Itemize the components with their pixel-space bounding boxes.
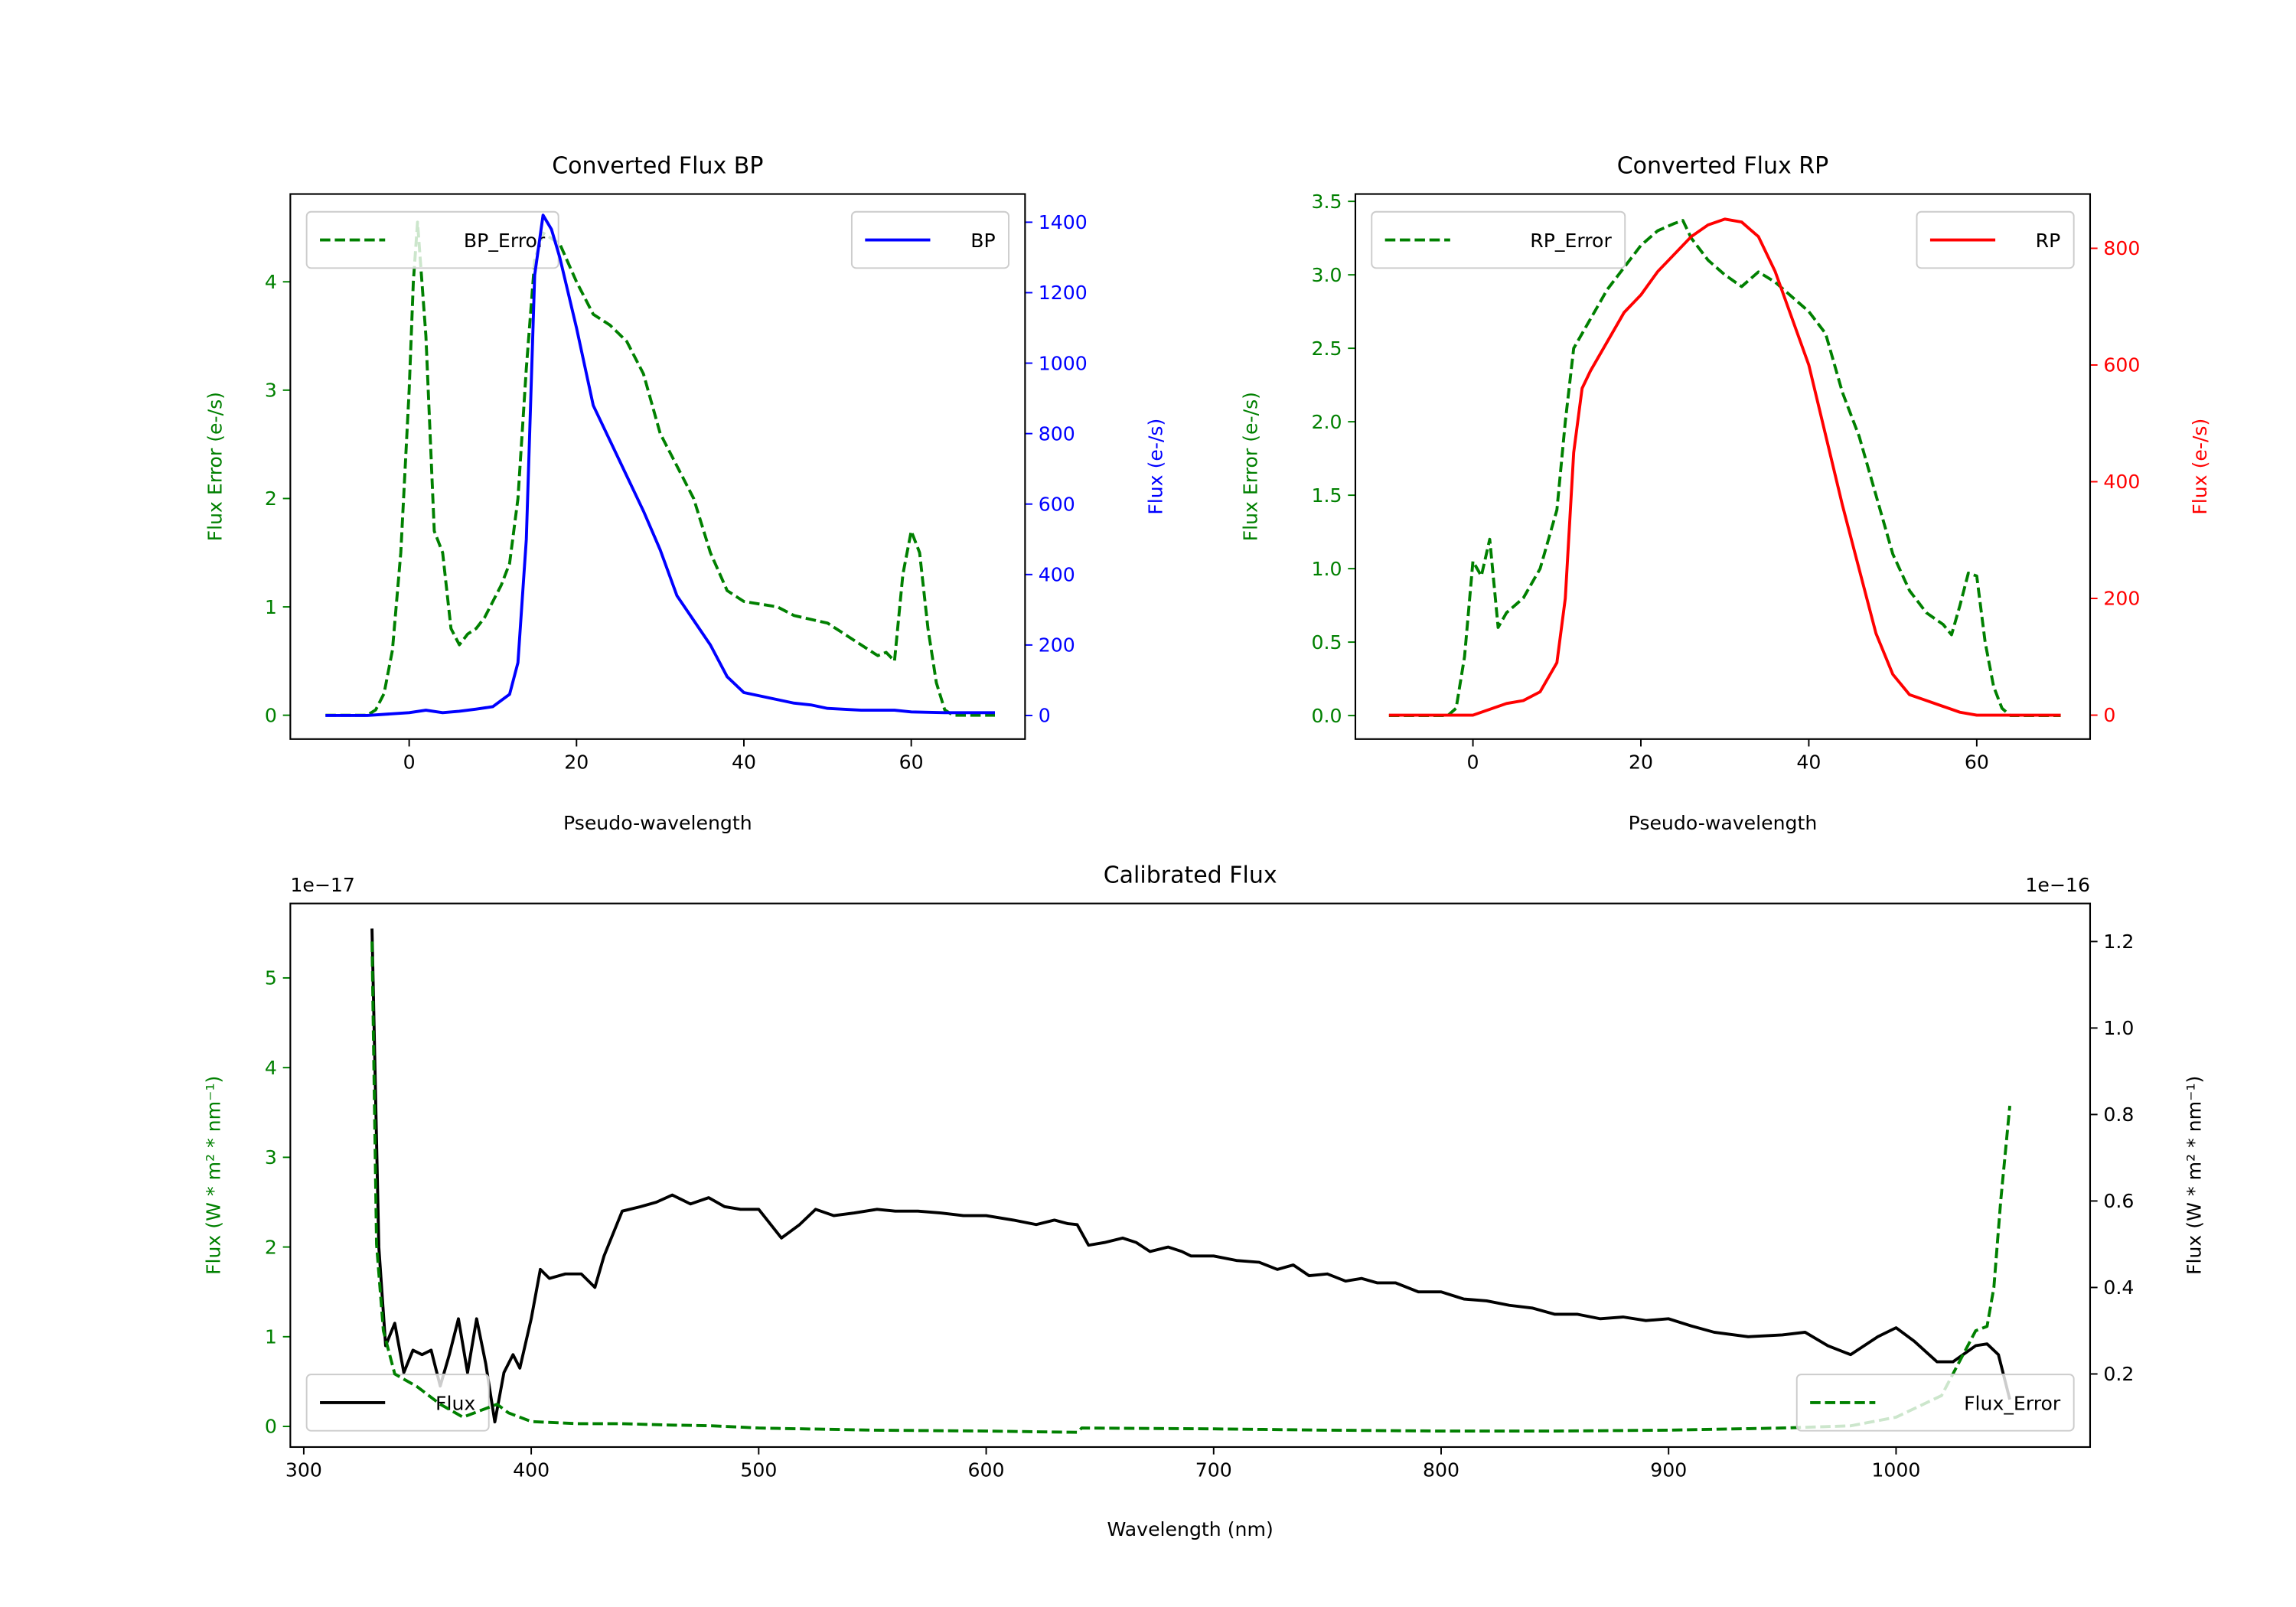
left-y-tick-label: 2 xyxy=(265,487,277,510)
left-offset-text: 1e−17 xyxy=(290,874,355,896)
legend-bp-error: BP_Error xyxy=(305,210,559,269)
legend-flux: Flux xyxy=(305,1374,490,1432)
legend-box xyxy=(305,210,559,269)
x-tick-label: 20 xyxy=(564,751,589,774)
right-y-tick-label: 1200 xyxy=(1039,282,1088,304)
left-y-tick-label: 2.0 xyxy=(1312,411,1342,433)
right-y-tick-label: 200 xyxy=(2103,588,2140,610)
series-line-flux xyxy=(370,928,2011,1424)
chart-title: Calibrated Flux xyxy=(1104,862,1277,889)
x-axis-label: Pseudo-wavelength xyxy=(563,812,752,834)
left-y-tick-label: 1 xyxy=(265,596,277,618)
x-tick-label: 600 xyxy=(968,1459,1005,1482)
left-y-tick-label: 3.0 xyxy=(1312,264,1342,286)
right-y-tick-label: 600 xyxy=(1039,493,1075,515)
x-tick-label: 500 xyxy=(740,1459,777,1482)
x-tick-label: 400 xyxy=(513,1459,550,1482)
right-y-axis-label: Flux (W * m² * nm⁻¹) xyxy=(2183,1076,2205,1275)
chart-3: Calibrated Flux Wavelength (nm) Flux (W * … xyxy=(203,862,2206,1541)
plot-frame xyxy=(289,193,1026,740)
right-y-tick-label: 0 xyxy=(2103,704,2115,726)
series-line-bp xyxy=(325,214,995,717)
x-tick-label: 300 xyxy=(285,1459,322,1482)
right-y-tick-label: 400 xyxy=(1039,564,1075,586)
left-y-tick-label: 4 xyxy=(265,271,277,293)
right-y-tick-label: 400 xyxy=(2103,471,2140,493)
x-axis-label: Pseudo-wavelength xyxy=(1629,812,1818,834)
left-y-tick-label: 2.5 xyxy=(1312,337,1342,360)
right-y-tick-label: 1000 xyxy=(1039,352,1088,374)
right-y-tick-label: 800 xyxy=(1039,422,1075,445)
x-tick-label: 900 xyxy=(1650,1459,1687,1482)
left-y-tick-label: 0.5 xyxy=(1312,631,1342,654)
right-y-tick-label: 0.8 xyxy=(2103,1103,2134,1126)
x-tick-label: 800 xyxy=(1423,1459,1459,1482)
right-y-tick-label: 1.2 xyxy=(2103,931,2134,953)
x-tick-label: 60 xyxy=(899,751,924,774)
left-y-tick-label: 1.5 xyxy=(1312,484,1342,507)
x-tick-label: 1000 xyxy=(1871,1459,1920,1482)
legend-rp: RP xyxy=(1916,210,2075,269)
legend-label: BP xyxy=(970,230,995,252)
left-y-tick-label: 1 xyxy=(265,1326,277,1348)
series-line-rp-error xyxy=(1388,219,2061,718)
chart-2: Converted Flux RP Pseudo-wavelength Flux E… xyxy=(1239,152,2211,833)
x-tick-label: 700 xyxy=(1195,1459,1232,1482)
right-y-tick-label: 200 xyxy=(1039,634,1075,657)
left-y-axis-label: Flux Error (e-/s) xyxy=(1239,392,1261,541)
plot-frame xyxy=(289,902,2092,1449)
left-y-tick-label: 3 xyxy=(265,380,277,402)
legend-label: BP_Error xyxy=(464,230,546,252)
legend-bp: BP xyxy=(850,210,1010,269)
left-y-axis-label: Flux (W * m² * nm⁻¹) xyxy=(203,1076,225,1275)
chart-1: Converted Flux BP Pseudo-wavelength Flux E… xyxy=(204,152,1167,833)
x-tick-label: 40 xyxy=(732,751,756,774)
x-tick-label: 60 xyxy=(1965,751,1989,774)
x-axis-label: Wavelength (nm) xyxy=(1107,1518,1274,1540)
legend-rp-error: RP_Error xyxy=(1371,210,1626,269)
plot-frame xyxy=(1354,193,2092,740)
left-y-axis-label: Flux Error (e-/s) xyxy=(204,392,227,541)
right-y-axis-label: Flux (e-/s) xyxy=(1145,419,1167,515)
right-offset-text: 1e−16 xyxy=(2025,874,2090,896)
left-y-tick-label: 0 xyxy=(265,704,277,726)
x-tick-label: 40 xyxy=(1796,751,1821,774)
right-y-tick-label: 1.0 xyxy=(2103,1017,2134,1039)
right-y-tick-label: 0 xyxy=(1039,705,1051,727)
right-y-tick-label: 0.2 xyxy=(2103,1363,2134,1385)
chart-title: Converted Flux BP xyxy=(552,152,763,179)
right-y-tick-label: 0.6 xyxy=(2103,1190,2134,1212)
right-y-axis-label: Flux (e-/s) xyxy=(2189,419,2211,515)
right-y-tick-label: 0.4 xyxy=(2103,1276,2134,1299)
series-line-flux-error xyxy=(370,941,2011,1434)
left-y-tick-label: 4 xyxy=(265,1057,277,1079)
series-line-rp xyxy=(1388,217,2061,717)
series-line-bp-error xyxy=(325,220,995,717)
legend-label: RP_Error xyxy=(1530,230,1612,252)
x-tick-label: 20 xyxy=(1629,751,1653,774)
left-y-tick-label: 0 xyxy=(265,1416,277,1438)
legend-box xyxy=(1795,1374,2075,1432)
x-tick-label: 0 xyxy=(1467,751,1479,774)
right-y-tick-label: 600 xyxy=(2103,354,2140,376)
legend-box xyxy=(1371,210,1626,269)
legend-label: Flux xyxy=(435,1393,475,1415)
left-y-tick-label: 0.0 xyxy=(1312,705,1342,727)
x-tick-label: 0 xyxy=(403,751,416,774)
left-y-tick-label: 3.5 xyxy=(1312,191,1342,213)
chart-title: Converted Flux RP xyxy=(1617,152,1829,179)
legend-label: RP xyxy=(2036,230,2061,252)
left-y-tick-label: 5 xyxy=(265,967,277,989)
legend-flux-error: Flux_Error xyxy=(1795,1374,2075,1432)
left-y-tick-label: 2 xyxy=(265,1236,277,1258)
right-y-tick-label: 1400 xyxy=(1039,211,1088,233)
left-y-tick-label: 3 xyxy=(265,1146,277,1169)
right-y-tick-label: 800 xyxy=(2103,237,2140,259)
legend-label: Flux_Error xyxy=(1964,1393,2061,1415)
left-y-tick-label: 1.0 xyxy=(1312,558,1342,580)
